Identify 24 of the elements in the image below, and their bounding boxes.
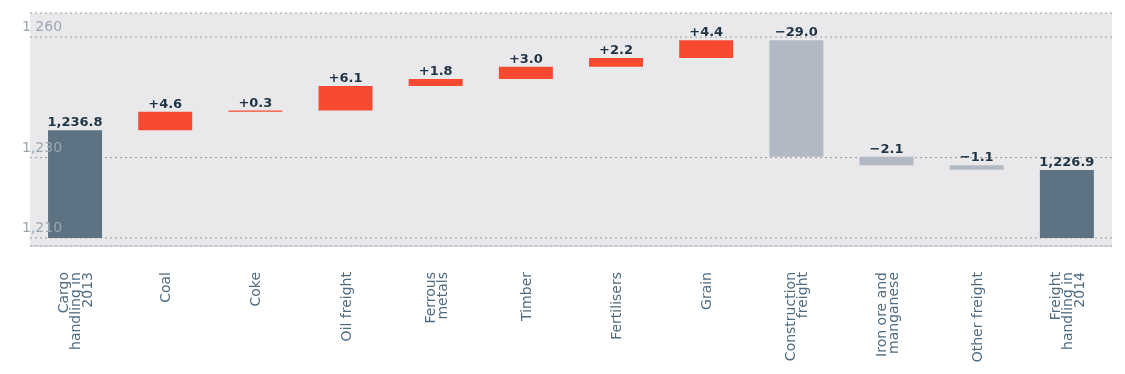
data-label: 1,226.9 — [1039, 154, 1095, 170]
x-tick-label: Grain — [698, 272, 715, 310]
x-tick-label: Cargo handling in 2013 — [55, 272, 96, 350]
x-tick-label: Timber — [517, 271, 534, 322]
data-label: +0.3 — [238, 94, 273, 110]
data-label: +4.4 — [689, 24, 724, 40]
data-label: −29.0 — [774, 24, 818, 40]
x-tick-label: Other freight — [968, 271, 985, 363]
x-tick-label: Freight handling in 2014 — [1046, 271, 1087, 350]
data-label: +4.6 — [148, 95, 183, 111]
data-label: −2.1 — [869, 140, 904, 156]
y-tick-label: 1 260 — [22, 18, 63, 35]
x-tick-label: Oil freight — [337, 271, 354, 342]
x-tick-label: Coke — [247, 272, 264, 307]
x-tick-label: Ferrous metals — [421, 272, 450, 324]
x-tick-label: Construction freight — [782, 271, 811, 362]
data-label: 1,236.8 — [47, 114, 103, 130]
data-label: +3.0 — [508, 50, 543, 66]
data-label: +6.1 — [328, 70, 363, 86]
data-label: +2.2 — [599, 41, 633, 57]
x-tick-label: Fertilisers — [608, 272, 625, 340]
data-label: +1.8 — [418, 62, 453, 78]
data-label: −1.1 — [959, 149, 994, 165]
x-tick-label: Coal — [157, 272, 174, 303]
